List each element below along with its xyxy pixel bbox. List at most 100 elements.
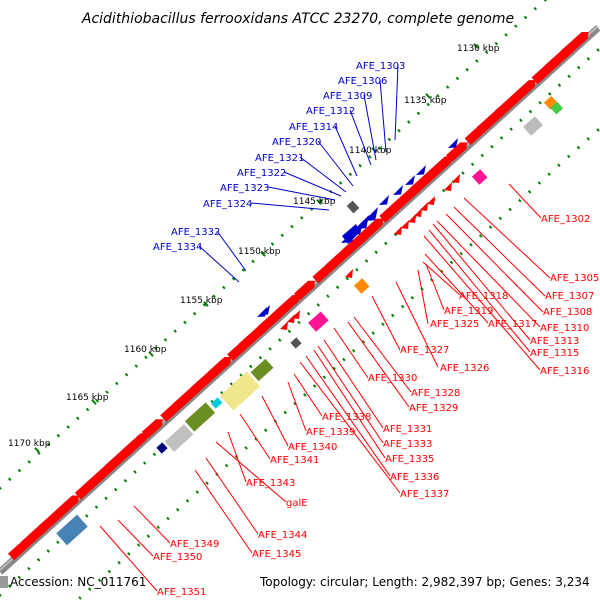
reverse-gene-arrow[interactable] <box>123 430 150 456</box>
reverse-gene-arrow[interactable] <box>227 340 249 362</box>
gene-label-afe-1336[interactable]: AFE_1336 <box>390 472 439 483</box>
gene-label-afe-1327[interactable]: AFE_1327 <box>400 345 449 356</box>
reverse-gene-arrow[interactable] <box>409 167 439 196</box>
forward-gene-arrow[interactable] <box>379 195 389 205</box>
reverse-gene-arrow[interactable] <box>379 201 401 223</box>
reverse-gene-arrow[interactable] <box>74 478 97 500</box>
outer-dot <box>533 6 538 11</box>
forward-gene-arrow[interactable] <box>448 138 458 148</box>
gene-label-afe-1325[interactable]: AFE_1325 <box>430 319 479 330</box>
gene-label-afe-1349[interactable]: AFE_1349 <box>170 539 219 550</box>
gene-label-afe-1322[interactable]: AFE_1322 <box>237 168 286 179</box>
forward-gene-block[interactable] <box>342 224 360 244</box>
reverse-gene-arrow[interactable] <box>446 139 470 162</box>
gene-label-afe-1305[interactable]: AFE_1305 <box>550 273 599 284</box>
reverse-gene-arrow[interactable] <box>105 444 135 473</box>
gene-label-afe-1340[interactable]: AFE_1340 <box>288 442 337 453</box>
gene-label-afe-1341[interactable]: AFE_1341 <box>270 455 319 466</box>
reverse-gene-arrow[interactable] <box>275 291 303 317</box>
reverse-gene-arrow[interactable] <box>8 540 29 561</box>
gene-label-afe-1329[interactable]: AFE_1329 <box>409 403 458 414</box>
gene-label-afe-1335[interactable]: AFE_1335 <box>385 454 434 465</box>
reverse-gene-arrow[interactable] <box>312 263 333 284</box>
reverse-gene-arrow-small[interactable] <box>401 220 409 229</box>
inner-dot-2 <box>195 490 200 494</box>
reverse-gene-arrow[interactable] <box>19 520 51 550</box>
reverse-gene-arrow[interactable] <box>56 492 82 517</box>
reverse-gene-arrow[interactable] <box>294 277 318 301</box>
forward-gene-arrow[interactable] <box>393 185 403 195</box>
gene-label-afe-1312[interactable]: AFE_1312 <box>306 106 355 117</box>
reverse-gene-arrow-small[interactable] <box>280 321 288 330</box>
gene-label-afe-1309[interactable]: AFE_1309 <box>323 91 372 102</box>
reverse-gene-arrow[interactable] <box>464 125 486 146</box>
gene-label-afe-1351[interactable]: AFE_1351 <box>157 587 206 598</box>
gene-label-afe-1313[interactable]: AFE_1313 <box>530 336 579 347</box>
gene-label-afe-1343[interactable]: AFE_1343 <box>246 478 295 489</box>
forward-gene-arrow[interactable] <box>416 165 426 175</box>
reverse-gene-arrow-small[interactable] <box>452 174 460 183</box>
forward-gene-arrow[interactable] <box>405 175 415 185</box>
gene-label-afe-1338[interactable]: AFE_1338 <box>322 412 371 423</box>
reverse-gene-arrow-small[interactable] <box>414 208 422 217</box>
reverse-gene-arrow[interactable] <box>38 506 66 533</box>
reverse-gene-arrow-small[interactable] <box>427 196 435 205</box>
gene-label-afe-1344[interactable]: AFE_1344 <box>258 530 307 541</box>
gene-label-afe-1326[interactable]: AFE_1326 <box>440 363 489 374</box>
reverse-gene-arrow[interactable] <box>531 63 554 85</box>
reverse-gene-arrow[interactable] <box>561 29 592 57</box>
gene-label-afe-1332[interactable]: AFE_1332 <box>171 227 220 238</box>
reverse-gene-arrow[interactable] <box>208 354 234 378</box>
leader-line-forward <box>394 64 399 141</box>
reverse-gene-arrow[interactable] <box>360 215 386 240</box>
reverse-gene-arrow[interactable] <box>342 229 371 257</box>
forward-gene-arrow[interactable] <box>257 307 267 317</box>
reverse-gene-arrow[interactable] <box>160 402 181 422</box>
gene-label-afe-1321[interactable]: AFE_1321 <box>255 153 304 164</box>
gene-label-afe-1324[interactable]: AFE_1324 <box>203 199 252 210</box>
gene-label-afe-1319[interactable]: AFE_1319 <box>444 306 493 317</box>
inner-dot-2 <box>547 172 551 176</box>
gene-label-afe-1316[interactable]: AFE_1316 <box>540 366 589 377</box>
inner-dot <box>548 92 552 96</box>
reverse-gene-arrow-small[interactable] <box>287 314 295 323</box>
gene-label-afe-1339[interactable]: AFE_1339 <box>306 427 355 438</box>
gene-label-afe-1308[interactable]: AFE_1308 <box>543 307 592 318</box>
gene-label-afe-1306[interactable]: AFE_1306 <box>338 76 387 87</box>
gene-label-gale[interactable]: galE <box>286 498 308 509</box>
gene-label-afe-1350[interactable]: AFE_1350 <box>153 552 202 563</box>
gene-label-afe-1307[interactable]: AFE_1307 <box>545 291 594 302</box>
reverse-gene-arrow[interactable] <box>257 306 287 334</box>
reverse-gene-arrow[interactable] <box>427 153 455 179</box>
reverse-gene-arrow[interactable] <box>324 243 355 273</box>
gene-label-afe-1328[interactable]: AFE_1328 <box>411 388 460 399</box>
gene-label-afe-1331[interactable]: AFE_1331 <box>383 424 432 435</box>
gene-label-afe-1333[interactable]: AFE_1333 <box>383 439 432 450</box>
gene-label-afe-1310[interactable]: AFE_1310 <box>540 323 589 334</box>
reverse-gene-arrow-small[interactable] <box>420 202 428 211</box>
gene-label-afe-1334[interactable]: AFE_1334 <box>153 242 202 253</box>
gene-label-afe-1303[interactable]: AFE_1303 <box>356 61 405 72</box>
gene-label-afe-1320[interactable]: AFE_1320 <box>272 137 321 148</box>
gene-label-afe-1302[interactable]: AFE_1302 <box>541 214 590 225</box>
reverse-gene-arrow-small[interactable] <box>292 310 300 319</box>
reverse-gene-arrow[interactable] <box>141 416 166 439</box>
gene-label-afe-1323[interactable]: AFE_1323 <box>220 183 269 194</box>
gene-label-afe-1345[interactable]: AFE_1345 <box>252 549 301 560</box>
gene-label-afe-1314[interactable]: AFE_1314 <box>289 122 338 133</box>
reverse-gene-arrow[interactable] <box>476 105 507 135</box>
gene-label-afe-1337[interactable]: AFE_1337 <box>400 489 449 500</box>
gene-label-afe-1317[interactable]: AFE_1317 <box>488 319 537 330</box>
reverse-gene-arrow[interactable] <box>171 382 203 412</box>
gene-label-afe-1315[interactable]: AFE_1315 <box>530 348 579 359</box>
reverse-gene-arrow[interactable] <box>494 91 523 118</box>
reverse-gene-arrow-small[interactable] <box>345 269 353 278</box>
reverse-gene-arrow-small[interactable] <box>444 182 452 191</box>
reverse-gene-arrow-small[interactable] <box>394 226 402 235</box>
inner-dot <box>374 250 378 254</box>
map-title: Acidithiobacillus ferrooxidans ATCC 2327… <box>81 11 514 27</box>
reverse-gene-arrow-small[interactable] <box>408 214 416 223</box>
reverse-gene-arrow[interactable] <box>513 77 538 101</box>
gene-label-afe-1330[interactable]: AFE_1330 <box>368 373 417 384</box>
reverse-gene-arrow[interactable] <box>190 368 218 395</box>
